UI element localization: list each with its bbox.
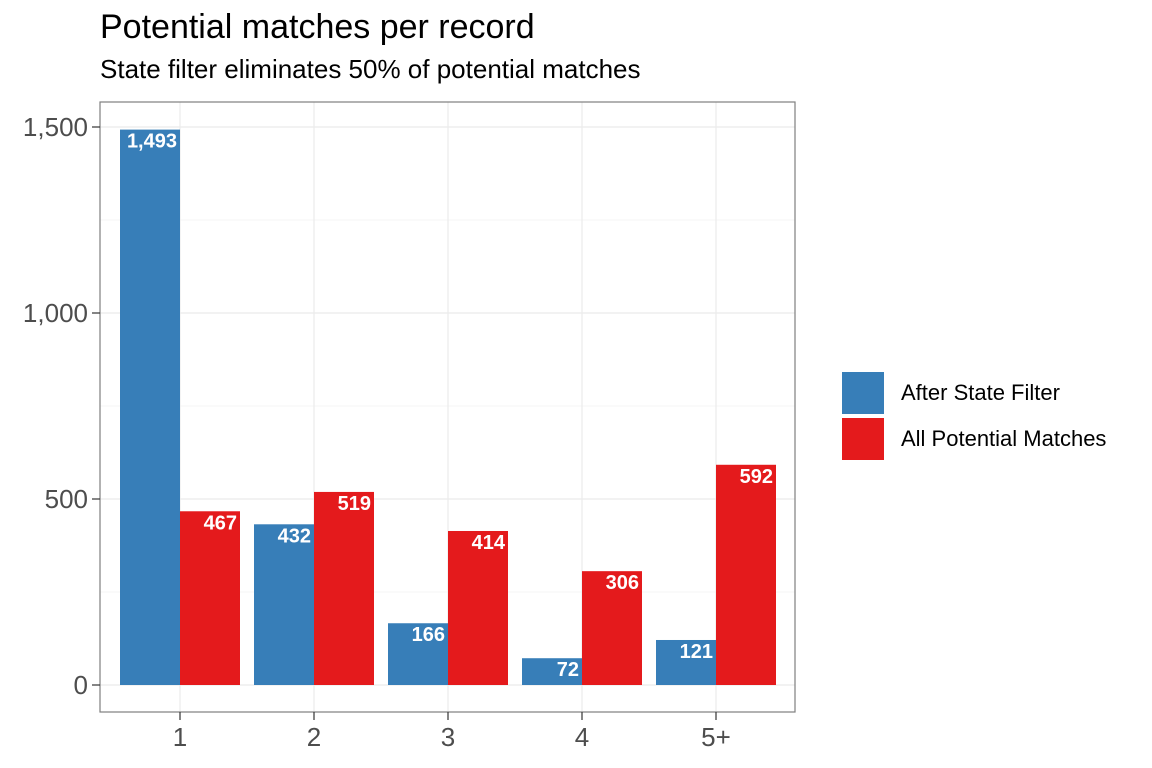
legend-swatch-after-state-filter	[842, 372, 884, 414]
legend-swatch-all-potential-matches	[842, 418, 884, 460]
data-label-all-potential-matches-5: 592	[740, 466, 773, 488]
chart-subtitle: State filter eliminates 50% of potential…	[100, 54, 641, 84]
y-tick-label-0: 0	[74, 670, 88, 700]
legend-item-all-potential-matches: All Potential Matches	[842, 416, 1106, 462]
bar-after-state-filter-3	[388, 623, 448, 685]
x-tick-label-3: 3	[441, 722, 455, 752]
data-label-after-state-filter-2: 432	[278, 525, 311, 547]
bar-all-potential-matches-3	[448, 530, 508, 685]
bar-all-potential-matches-4	[582, 571, 642, 685]
bar-all-potential-matches-5	[716, 464, 776, 685]
y-tick-label-2: 1,000	[23, 298, 88, 328]
bar-after-state-filter-2	[254, 524, 314, 685]
data-label-after-state-filter-1: 1,493	[127, 131, 177, 153]
data-label-after-state-filter-3: 166	[412, 624, 445, 646]
data-label-all-potential-matches-3: 414	[472, 532, 506, 554]
data-label-all-potential-matches-2: 519	[338, 493, 371, 515]
data-label-all-potential-matches-4: 306	[606, 572, 639, 594]
x-tick-label-2: 2	[307, 722, 321, 752]
chart-title: Potential matches per record	[100, 8, 535, 46]
data-label-all-potential-matches-1: 467	[204, 512, 237, 534]
x-tick-label-5: 5+	[701, 722, 731, 752]
legend-label-after-state-filter: After State Filter	[901, 380, 1060, 405]
legend-label-all-potential-matches: All Potential Matches	[901, 426, 1107, 451]
data-label-after-state-filter-5: 121	[680, 641, 713, 663]
bar-all-potential-matches-2	[314, 491, 374, 685]
data-label-after-state-filter-4: 72	[557, 659, 579, 681]
x-tick-label-1: 1	[173, 722, 187, 752]
y-tick-label-1: 500	[45, 484, 88, 514]
y-tick-label-3: 1,500	[23, 112, 88, 142]
bar-after-state-filter-5	[656, 639, 716, 685]
legend-item-after-state-filter: After State Filter	[842, 370, 1106, 416]
bar-after-state-filter-1	[120, 129, 180, 685]
bar-after-state-filter-4	[522, 658, 582, 685]
bar-all-potential-matches-1	[180, 511, 240, 685]
x-tick-label-4: 4	[575, 722, 589, 752]
legend: After State Filter All Potential Matches	[842, 370, 1106, 462]
